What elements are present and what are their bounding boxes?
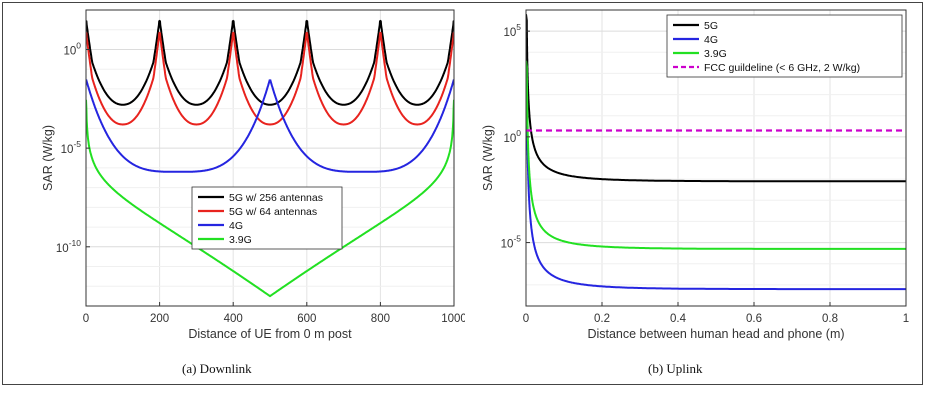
uplink-panel: 0 0.2 0.4 0.6 0.8 1 105 100 10-5 Distance between… <box>468 0 927 389</box>
uplink-legend-box <box>666 14 903 78</box>
downlink-series-line-3 <box>86 99 454 298</box>
downlink-legend-label: 5G w/ 256 antennas <box>229 192 323 204</box>
uplink-y-tick-label: 100 <box>503 128 521 145</box>
downlink-x-tick-label: 800 <box>371 313 390 325</box>
uplink-x-tick-label: 0.2 <box>594 313 610 325</box>
downlink-panel: 0 200 400 600 800 1000 100 10-5 10-10 Distance of… <box>0 0 467 389</box>
uplink-y-axis-label: SAR (W/kg) <box>481 125 495 191</box>
uplink-series-line-1 <box>526 77 906 291</box>
downlink-x-tick-label: 400 <box>224 313 243 325</box>
uplink-x-tick-label: 0.4 <box>670 313 687 325</box>
downlink-legend-label: 3.9G <box>229 234 252 246</box>
figure-frame <box>2 2 923 385</box>
downlink-y-axis-label: SAR (W/kg) <box>41 125 55 191</box>
uplink-x-tick-label: 0.8 <box>822 313 838 325</box>
uplink-axes-box <box>525 9 907 307</box>
downlink-series-line-1 <box>86 31 454 126</box>
downlink-x-axis-label: Distance of UE from 0 m post <box>188 327 352 341</box>
downlink-caption: (a) Downlink <box>182 361 252 376</box>
uplink-series-line-0 <box>526 14 906 183</box>
downlink-legend-label: 5G w/ 64 antennas <box>229 206 317 218</box>
uplink-x-tick-label: 0 <box>523 313 529 325</box>
downlink-y-tick-label: 100 <box>63 40 81 57</box>
downlink-y-tick-label: 10-5 <box>61 139 82 156</box>
uplink-legend-label: 5G <box>704 20 718 32</box>
uplink-caption: (b) Uplink <box>648 361 703 376</box>
uplink-x-axis-label: Distance between human head and phone (m… <box>587 327 844 341</box>
downlink-axes-box <box>85 9 455 307</box>
downlink-legend-label: 4G <box>229 220 243 232</box>
uplink-legend-label: FCC guildeline (< 6 GHz, 2 W/kg) <box>704 62 860 74</box>
downlink-plot-area <box>86 10 454 306</box>
downlink-x-tick-label: 1000 <box>441 313 465 325</box>
downlink-x-tick-label: 0 <box>83 313 89 325</box>
uplink-legend-label: 4G <box>704 34 718 46</box>
downlink-series-line-0 <box>86 19 454 106</box>
uplink-y-tick-label: 105 <box>503 22 521 39</box>
uplink-series-line-2 <box>526 60 906 250</box>
downlink-x-tick-label: 600 <box>297 313 316 325</box>
uplink-x-tick-label: 0.6 <box>746 313 762 325</box>
downlink-y-tick-label: 10-10 <box>56 238 81 255</box>
downlink-chart: 0 200 400 600 800 1000 100 10-5 10-10 Distance of… <box>41 9 467 341</box>
uplink-chart: 0 0.2 0.4 0.6 0.8 1 105 100 10-5 Distance between… <box>481 9 909 341</box>
uplink-legend-label: 3.9G <box>704 48 727 60</box>
uplink-x-tick-label: 1 <box>903 313 909 325</box>
downlink-series-line-2 <box>86 79 454 173</box>
downlink-x-tick-label: 200 <box>150 313 169 325</box>
uplink-y-tick-label: 10-5 <box>501 234 522 251</box>
